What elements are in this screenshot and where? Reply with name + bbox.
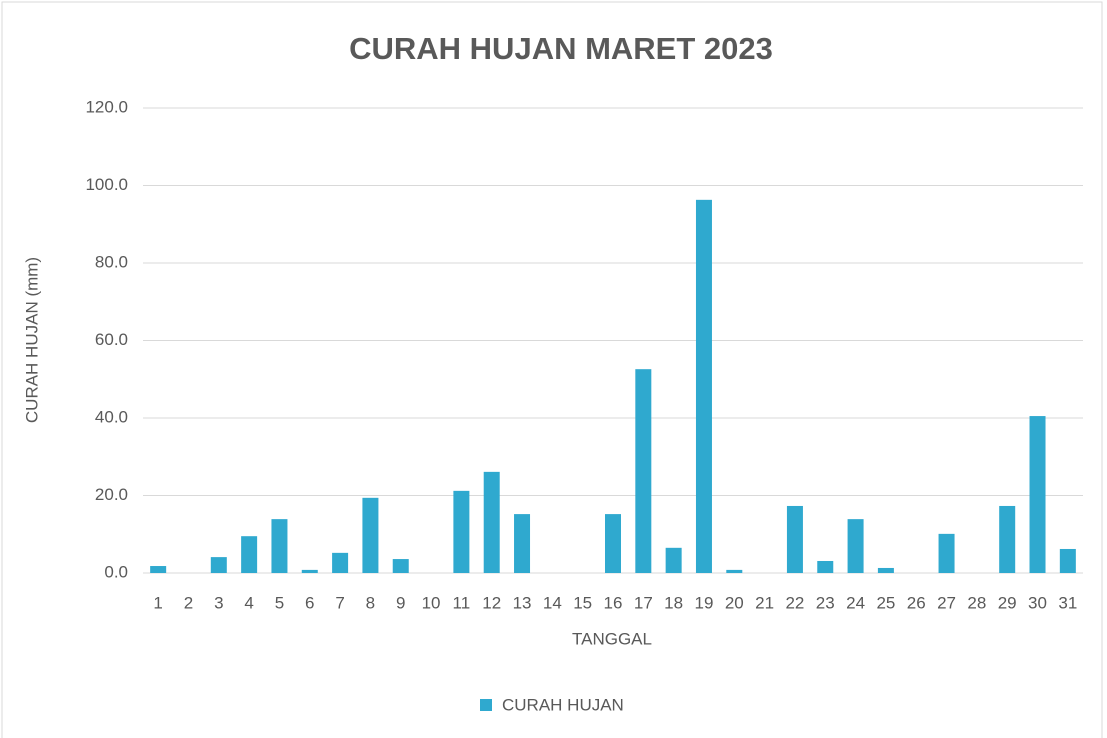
x-tick-label: 26 (907, 593, 926, 612)
bar (514, 514, 531, 573)
y-tick-label: 60.0 (95, 330, 128, 349)
x-tick-label: 22 (785, 593, 804, 612)
bar (362, 497, 379, 573)
bar (938, 533, 955, 573)
y-tick-label: 0.0 (104, 562, 128, 581)
y-tick-label: 40.0 (95, 407, 128, 426)
x-tick-label: 25 (876, 593, 895, 612)
bar (726, 569, 743, 573)
bar (453, 490, 470, 573)
x-tick-label: 16 (604, 593, 623, 612)
x-tick-label: 14 (543, 593, 562, 612)
bar (210, 557, 227, 573)
bar (301, 569, 318, 573)
x-tick-label: 8 (366, 593, 375, 612)
bar (695, 199, 712, 573)
legend-swatch (480, 699, 492, 711)
x-tick-label: 21 (755, 593, 774, 612)
bar (392, 559, 409, 573)
y-tick-label: 20.0 (95, 485, 128, 504)
x-tick-label: 5 (275, 593, 284, 612)
x-tick-label: 2 (184, 593, 193, 612)
x-tick-label: 12 (482, 593, 501, 612)
x-tick-label: 18 (664, 593, 683, 612)
x-tick-label: 15 (573, 593, 592, 612)
bar (1029, 416, 1046, 573)
bar (1059, 548, 1076, 573)
y-tick-label: 80.0 (95, 252, 128, 271)
chart-title: CURAH HUJAN MARET 2023 (349, 31, 773, 66)
x-tick-label: 30 (1028, 593, 1047, 612)
x-tick-label: 9 (396, 593, 405, 612)
x-tick-label: 4 (244, 593, 253, 612)
x-tick-label: 1 (153, 593, 162, 612)
bar (483, 471, 500, 573)
y-axis-label: CURAH HUJAN (mm) (22, 257, 41, 423)
bar (605, 514, 621, 573)
x-tick-label: 3 (214, 593, 223, 612)
x-tick-label: 19 (695, 593, 714, 612)
y-tick-label: 100.0 (85, 175, 128, 194)
bar (635, 369, 652, 573)
x-tick-label: 17 (634, 593, 653, 612)
legend-label: CURAH HUJAN (502, 695, 624, 714)
x-tick-label: 29 (998, 593, 1017, 612)
x-tick-label: 20 (725, 593, 744, 612)
x-tick-label: 11 (453, 593, 471, 612)
bar (665, 547, 682, 573)
bar (241, 536, 258, 573)
x-tick-label: 31 (1058, 593, 1077, 612)
x-tick-label: 23 (816, 593, 835, 612)
bar (271, 519, 288, 573)
bar (877, 567, 894, 573)
bar (150, 566, 167, 573)
x-tick-label: 7 (335, 593, 344, 612)
x-axis-label: TANGGAL (572, 629, 652, 648)
bar (817, 560, 834, 573)
x-tick-label: 24 (846, 593, 865, 612)
x-tick-label: 28 (967, 593, 986, 612)
bar (847, 519, 864, 573)
x-tick-label: 13 (513, 593, 532, 612)
x-tick-label: 10 (422, 593, 441, 612)
x-tick-label: 27 (937, 593, 956, 612)
bar (999, 505, 1016, 573)
y-tick-label: 120.0 (85, 97, 128, 116)
bar (786, 505, 803, 573)
x-tick-label: 6 (305, 593, 314, 612)
bar (332, 552, 349, 573)
